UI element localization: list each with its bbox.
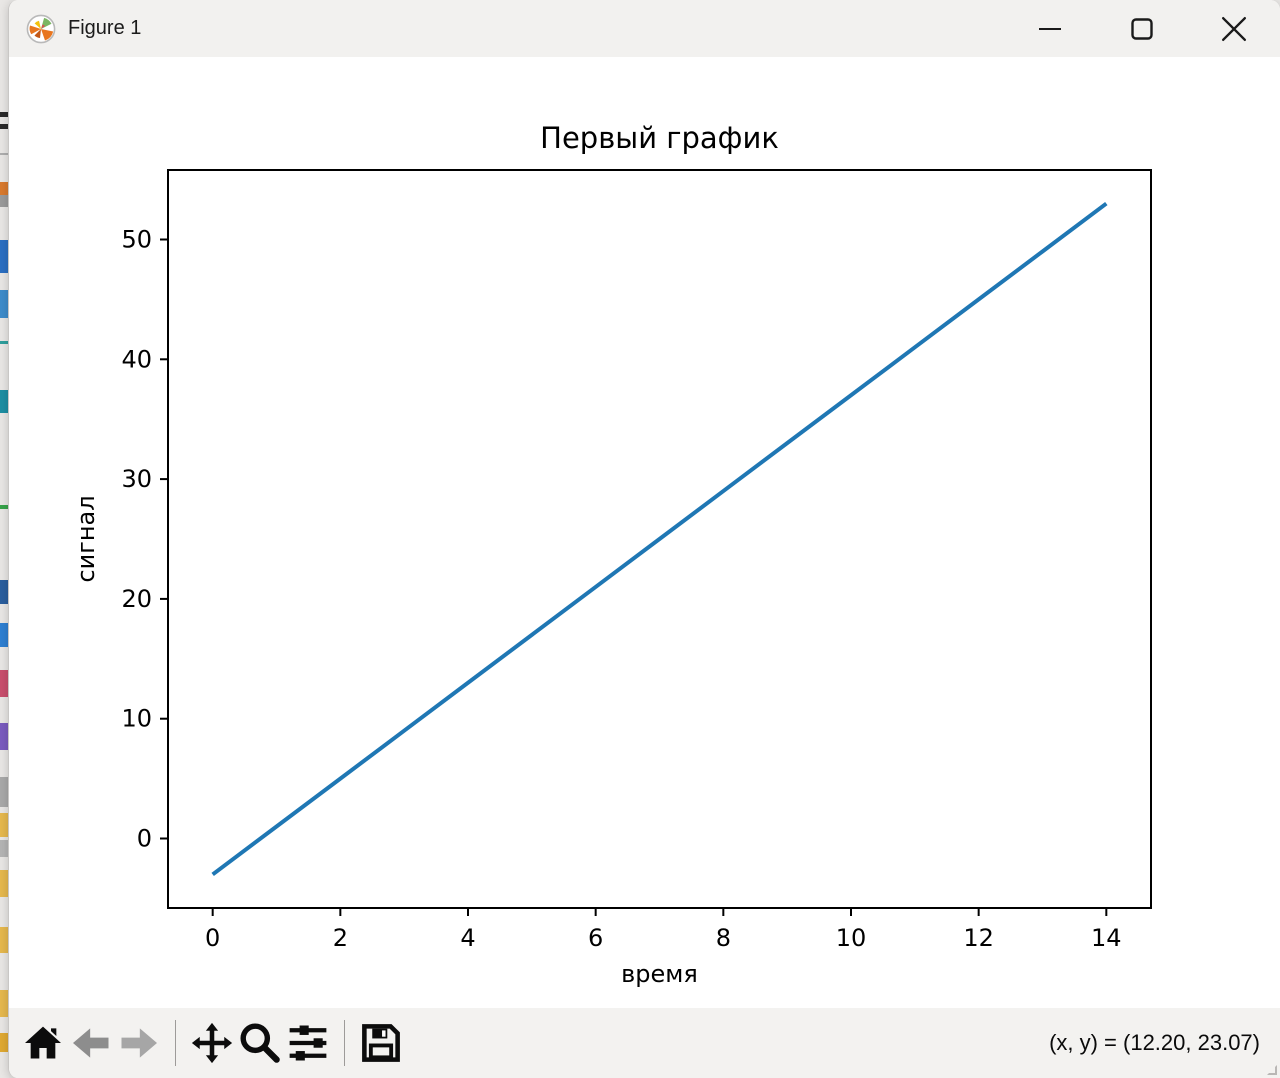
maximize-button[interactable] [1096, 0, 1188, 57]
configure-subplots-button[interactable] [284, 1015, 332, 1071]
desktop-icon-fragment [0, 112, 9, 117]
pan-icon [191, 1022, 233, 1064]
desktop-icon-fragment [0, 580, 9, 604]
desktop-icon-fragment [0, 124, 9, 129]
x-tick-label: 12 [963, 924, 994, 952]
chart-title: Первый график [540, 121, 779, 155]
desktop-icon-fragment [0, 990, 9, 1017]
desktop-icon-fragment [0, 927, 9, 953]
zoom-icon [240, 1023, 280, 1063]
x-tick-label: 14 [1091, 924, 1122, 952]
desktop-icon-fragment [0, 670, 9, 697]
desktop-icon-fragment [0, 623, 9, 647]
x-tick-label: 6 [588, 924, 603, 952]
navigation-toolbar: (x, y) = (12.20, 23.07) [9, 1008, 1280, 1078]
desktop-icon-fragment [0, 195, 9, 207]
toolbar-separator [175, 1020, 176, 1066]
x-tick-label: 4 [460, 924, 475, 952]
close-button[interactable] [1188, 0, 1280, 57]
sliders-icon [289, 1025, 327, 1061]
axes-frame [167, 169, 1152, 909]
desktop-icon-fragment [0, 182, 9, 195]
titlebar[interactable]: Figure 1 [9, 0, 1280, 57]
save-button[interactable] [357, 1015, 405, 1071]
x-tick-label: 0 [205, 924, 220, 952]
desktop-icon-fragment [0, 153, 9, 155]
desktop-icon-fragment [0, 341, 9, 344]
plot-area: 0 2 4 6 8 10 12 14 0 10 20 30 40 50 [121, 169, 1152, 952]
x-tick-label: 8 [716, 924, 731, 952]
desktop-icon-fragment [0, 1033, 9, 1052]
resize-grip[interactable] [1267, 1065, 1277, 1075]
caption-buttons [1004, 0, 1280, 57]
pan-button[interactable] [188, 1015, 236, 1071]
desktop-icon-fragment [0, 777, 9, 807]
desktop-icon-fragment [0, 723, 9, 750]
window-title: Figure 1 [68, 17, 142, 39]
minimize-button[interactable] [1004, 0, 1096, 57]
y-tick-label: 20 [121, 585, 152, 613]
close-icon [1221, 16, 1247, 41]
desktop-icon-fragment [0, 390, 9, 413]
back-arrow-icon [73, 1028, 109, 1058]
cursor-coordinates: (x, y) = (12.20, 23.07) [1049, 1030, 1260, 1055]
desktop-icon-fragment [0, 840, 9, 857]
minimize-icon [1039, 27, 1061, 30]
toolbar-separator [344, 1020, 345, 1066]
y-tick-label: 50 [121, 225, 152, 253]
y-tick-label: 0 [137, 825, 152, 853]
desktop-icon-fragment [0, 870, 9, 897]
desktop-icons-edge [0, 0, 9, 1078]
y-tick-label: 10 [121, 705, 152, 733]
figure-canvas[interactable]: Первый график сигнал время 0 2 4 6 8 10 12 14 0 1… [9, 57, 1280, 1008]
forward-button[interactable] [115, 1015, 163, 1071]
desktop-icon-fragment [0, 290, 9, 318]
back-button[interactable] [67, 1015, 115, 1071]
x-axis-label: время [621, 960, 698, 988]
desktop-icon-fragment [0, 505, 9, 509]
desktop-icon-fragment [0, 813, 9, 837]
maximize-icon [1131, 17, 1153, 40]
line-series [211, 201, 1108, 877]
save-icon [362, 1024, 400, 1062]
home-icon [25, 1026, 61, 1059]
home-button[interactable] [19, 1015, 67, 1071]
x-tick-label: 2 [333, 924, 348, 952]
desktop-icon-fragment [0, 240, 9, 273]
y-tick-label: 30 [121, 465, 152, 493]
zoom-button[interactable] [236, 1015, 284, 1071]
matplotlib-logo-icon [26, 14, 56, 44]
x-tick-label: 10 [836, 924, 867, 952]
forward-arrow-icon [121, 1028, 157, 1058]
y-tick-label: 40 [121, 345, 152, 373]
